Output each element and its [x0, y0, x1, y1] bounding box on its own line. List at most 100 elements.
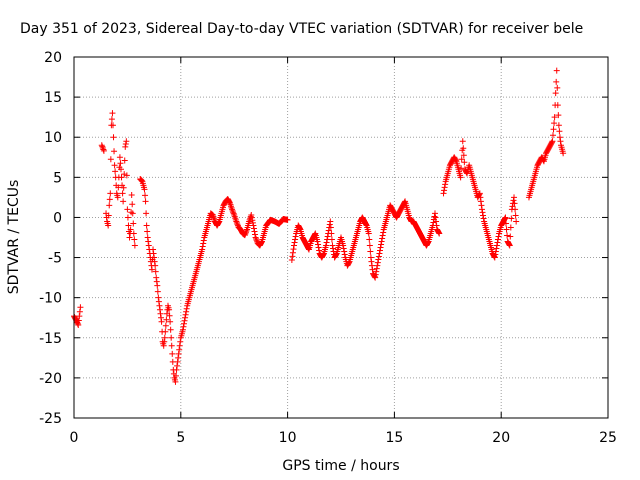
data-point: [182, 314, 189, 321]
data-point: [229, 206, 236, 213]
data-point: [366, 236, 373, 243]
data-point: [441, 187, 448, 194]
data-point: [127, 226, 134, 233]
data-point: [129, 210, 136, 217]
data-point: [144, 234, 151, 241]
data-point: [476, 190, 483, 197]
data-point: [491, 254, 498, 261]
data-point: [162, 322, 169, 329]
data-point: [314, 238, 321, 245]
data-point: [111, 148, 118, 155]
data-point: [175, 354, 182, 361]
data-point: [75, 321, 82, 328]
data-point: [552, 90, 559, 97]
data-point: [555, 112, 562, 119]
data-point: [253, 235, 260, 242]
data-point: [458, 156, 465, 163]
data-point: [551, 120, 558, 127]
data-point: [478, 206, 485, 213]
chart-grid: [74, 57, 608, 418]
data-point: [327, 218, 334, 225]
data-point: [175, 350, 182, 357]
data-point: [513, 218, 520, 225]
data-point: [380, 229, 387, 236]
data-point: [153, 274, 160, 281]
data-point: [479, 209, 486, 216]
data-point: [226, 199, 233, 206]
data-point: [126, 234, 133, 241]
y-tick-label: -25: [39, 411, 62, 427]
data-point: [151, 258, 158, 265]
y-tick-label: -5: [48, 251, 62, 267]
data-point: [367, 248, 374, 255]
data-point: [328, 236, 335, 243]
data-point: [249, 217, 256, 224]
data-point: [340, 245, 347, 252]
y-axis-tick-labels: 20 15 10 5 0 -5 -10 -15 -20 -25: [39, 50, 62, 427]
data-point: [367, 254, 374, 261]
data-point: [430, 219, 437, 226]
data-point: [116, 154, 123, 161]
data-point: [452, 157, 459, 164]
data-point: [106, 202, 113, 209]
data-point: [493, 245, 500, 252]
data-point: [168, 334, 175, 341]
data-point: [130, 220, 137, 227]
data-point: [379, 235, 386, 242]
data-point: [333, 251, 340, 258]
data-point: [493, 242, 500, 249]
data-point: [180, 323, 187, 330]
data-point: [320, 251, 327, 258]
data-point: [369, 266, 376, 273]
x-tick-label: 0: [70, 430, 79, 446]
data-point: [143, 210, 150, 217]
data-point: [199, 246, 206, 253]
data-point: [138, 177, 145, 184]
data-point: [144, 228, 151, 235]
data-point: [329, 245, 336, 252]
data-point: [375, 253, 382, 260]
data-point: [110, 134, 117, 141]
data-point: [460, 152, 467, 159]
data-point: [248, 214, 255, 221]
data-point: [99, 143, 106, 150]
data-point: [177, 338, 184, 345]
data-point: [323, 239, 330, 246]
data-point: [401, 199, 408, 206]
data-point: [289, 249, 296, 256]
data-point: [553, 78, 560, 85]
data-point: [253, 237, 260, 244]
data-point: [373, 268, 380, 275]
data-point: [433, 218, 440, 225]
data-point: [365, 230, 372, 237]
data-point: [377, 244, 384, 251]
data-point: [156, 302, 163, 309]
data-point: [124, 214, 131, 221]
y-tick-label: 0: [53, 210, 62, 226]
data-point: [316, 247, 323, 254]
data-point: [145, 238, 152, 245]
y-axis-label: SDTVAR / TECUs: [6, 180, 22, 295]
data-point: [512, 206, 519, 213]
data-point: [503, 220, 510, 227]
data-point: [553, 67, 560, 74]
data-point: [200, 240, 207, 247]
data-point: [346, 259, 353, 266]
y-tick-label: 15: [44, 90, 62, 106]
data-point: [100, 146, 107, 153]
data-point: [378, 238, 385, 245]
data-point: [160, 342, 167, 349]
data-point: [501, 215, 508, 222]
data-point: [442, 181, 449, 188]
data-point: [155, 298, 162, 305]
data-point: [181, 320, 188, 327]
data-point: [142, 192, 149, 199]
data-point: [76, 313, 83, 320]
data-point: [241, 232, 248, 239]
data-point: [291, 242, 298, 249]
data-points: [71, 67, 567, 385]
data-point: [512, 212, 519, 219]
data-point: [233, 218, 240, 225]
data-point: [242, 229, 249, 236]
data-point: [341, 251, 348, 258]
